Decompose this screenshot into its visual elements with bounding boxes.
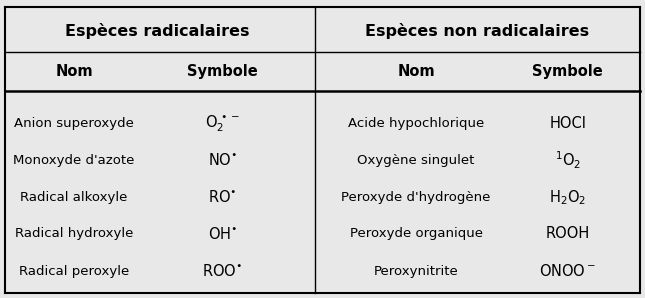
Text: Symbole: Symbole [187,64,258,79]
Text: Espèces radicalaires: Espèces radicalaires [65,23,250,39]
Text: Nom: Nom [55,64,93,79]
Text: OH$^{\bullet}$: OH$^{\bullet}$ [208,226,237,242]
Text: O$_2^{\,\bullet -}$: O$_2^{\,\bullet -}$ [205,114,240,134]
Text: ROO$^{\bullet}$: ROO$^{\bullet}$ [203,263,243,279]
Text: Symbole: Symbole [532,64,603,79]
Text: RO$^{\bullet}$: RO$^{\bullet}$ [208,189,237,205]
Text: Espèces non radicalaires: Espèces non radicalaires [365,23,590,39]
Text: Radical hydroxyle: Radical hydroxyle [15,227,134,240]
Text: Radical peroxyle: Radical peroxyle [19,265,129,278]
Text: Oxygène singulet: Oxygène singulet [357,154,475,167]
Text: Radical alkoxyle: Radical alkoxyle [21,191,128,204]
Text: Monoxyde d'azote: Monoxyde d'azote [14,154,135,167]
Text: ROOH: ROOH [546,226,590,241]
Text: Anion superoxyde: Anion superoxyde [14,117,134,130]
Text: ONOO$^-$: ONOO$^-$ [539,263,596,279]
Text: Peroxynitrite: Peroxynitrite [373,265,459,278]
Text: Peroxyde organique: Peroxyde organique [350,227,482,240]
Text: Peroxyde d'hydrogène: Peroxyde d'hydrogène [341,191,491,204]
Text: Nom: Nom [397,64,435,79]
Text: HOCl: HOCl [549,116,586,131]
Text: Acide hypochlorique: Acide hypochlorique [348,117,484,130]
Text: $^1$O$_2$: $^1$O$_2$ [555,150,581,171]
Text: H$_2$O$_2$: H$_2$O$_2$ [549,188,586,207]
Text: NO$^{\bullet}$: NO$^{\bullet}$ [208,152,237,168]
